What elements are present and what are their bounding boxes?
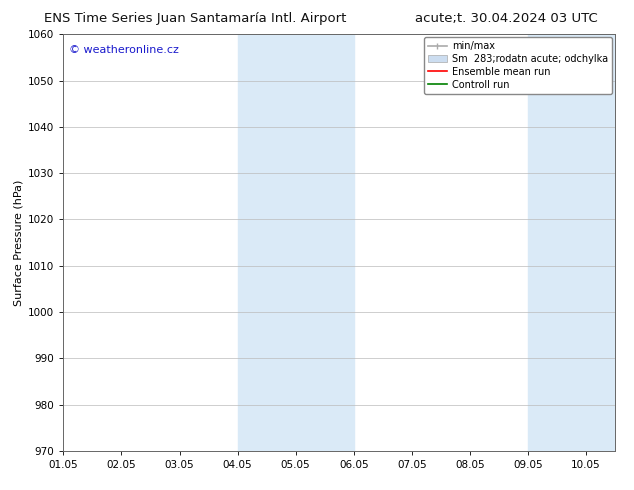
Text: acute;t. 30.04.2024 03 UTC: acute;t. 30.04.2024 03 UTC bbox=[415, 12, 598, 25]
Legend: min/max, Sm  283;rodatn acute; odchylka, Ensemble mean run, Controll run: min/max, Sm 283;rodatn acute; odchylka, … bbox=[424, 37, 612, 94]
Bar bbox=[528, 34, 615, 451]
Text: ENS Time Series Juan Santamaría Intl. Airport: ENS Time Series Juan Santamaría Intl. Ai… bbox=[44, 12, 347, 25]
Y-axis label: Surface Pressure (hPa): Surface Pressure (hPa) bbox=[14, 179, 24, 306]
Text: © weatheronline.cz: © weatheronline.cz bbox=[69, 45, 179, 55]
Bar bbox=[238, 34, 354, 451]
